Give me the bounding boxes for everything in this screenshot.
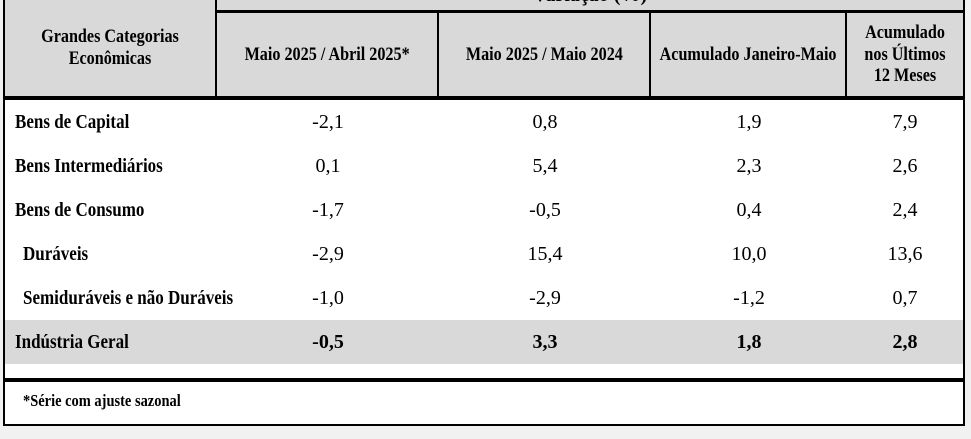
- value-cell: 0,7: [892, 286, 918, 309]
- footnote-text: *Série com ajuste sazonal: [23, 391, 181, 410]
- value-cell: 2,8: [892, 330, 918, 353]
- table-title-fragment: Variação (%): [217, 0, 963, 5]
- column-header-accumulated-jan-may: Acumulado Janeiro-Maio: [651, 13, 847, 96]
- table-title-band: Variação (%): [217, 0, 963, 13]
- value-cell: 3,3: [532, 330, 558, 353]
- value-cell: 0,8: [532, 110, 558, 133]
- value-cell: -1,2: [733, 286, 765, 309]
- economic-categories-table: Grandes Categorias Econômicas Variação (…: [3, 0, 965, 426]
- header-right-block: Variação (%) Maio 2025 / Abril 2025* Mai…: [217, 0, 963, 96]
- row-label: Bens de Capital: [15, 110, 130, 133]
- table-row-bens-de-capital: Bens de Capital -2,1 0,8 1,9 7,9: [5, 100, 963, 144]
- table-header: Grandes Categorias Econômicas Variação (…: [5, 0, 963, 100]
- value-cell: 7,9: [892, 110, 918, 133]
- table-row-bens-de-consumo: Bens de Consumo -1,7 -0,5 0,4 2,4: [5, 188, 963, 232]
- column-header-accumulated-12-months: Acumulado nos Últimos 12 Meses: [847, 13, 963, 96]
- table-row-industria-geral: Indústria Geral -0,5 3,3 1,8 2,8: [5, 320, 963, 364]
- footnote-row: *Série com ajuste sazonal: [5, 382, 963, 420]
- column-header-month-vs-prev: Maio 2025 / Abril 2025*: [217, 13, 439, 96]
- value-cell: -2,9: [312, 242, 344, 265]
- value-cell: 2,4: [892, 198, 918, 221]
- column-header-row: Maio 2025 / Abril 2025* Maio 2025 / Maio…: [217, 13, 963, 96]
- value-cell: -2,9: [529, 286, 561, 309]
- row-label: Bens de Consumo: [15, 198, 145, 221]
- value-cell: 2,6: [892, 154, 918, 177]
- row-label: Semiduráveis e não Duráveis: [23, 286, 234, 309]
- row-label: Duráveis: [23, 242, 89, 265]
- row-label: Bens Intermediários: [15, 154, 163, 177]
- value-cell: -0,5: [312, 330, 344, 353]
- value-cell: -0,5: [529, 198, 561, 221]
- value-cell: 5,4: [532, 154, 558, 177]
- value-cell: -2,1: [312, 110, 344, 133]
- value-cell: 1,9: [736, 110, 762, 133]
- value-cell: 1,8: [736, 330, 762, 353]
- table-row-semiduraveis: Semiduráveis e não Duráveis -1,0 -2,9 -1…: [5, 276, 963, 320]
- value-cell: 0,4: [736, 198, 762, 221]
- footnote-divider: [5, 378, 963, 382]
- value-cell: 13,6: [887, 242, 923, 265]
- value-cell: 0,1: [315, 154, 341, 177]
- value-cell: 2,3: [736, 154, 762, 177]
- column-header-month-vs-year: Maio 2025 / Maio 2024: [439, 13, 651, 96]
- value-cell: 15,4: [527, 242, 563, 265]
- corner-header-label: Grandes Categorias Econômicas: [41, 26, 179, 69]
- table-row-bens-intermediarios: Bens Intermediários 0,1 5,4 2,3 2,6: [5, 144, 963, 188]
- value-cell: 10,0: [731, 242, 767, 265]
- row-label: Indústria Geral: [15, 330, 129, 353]
- value-cell: -1,0: [312, 286, 344, 309]
- table-row-duraveis: Duráveis -2,9 15,4 10,0 13,6: [5, 232, 963, 276]
- value-cell: -1,7: [312, 198, 344, 221]
- spacer-row: [5, 364, 963, 378]
- corner-header-cell: Grandes Categorias Econômicas: [5, 0, 217, 96]
